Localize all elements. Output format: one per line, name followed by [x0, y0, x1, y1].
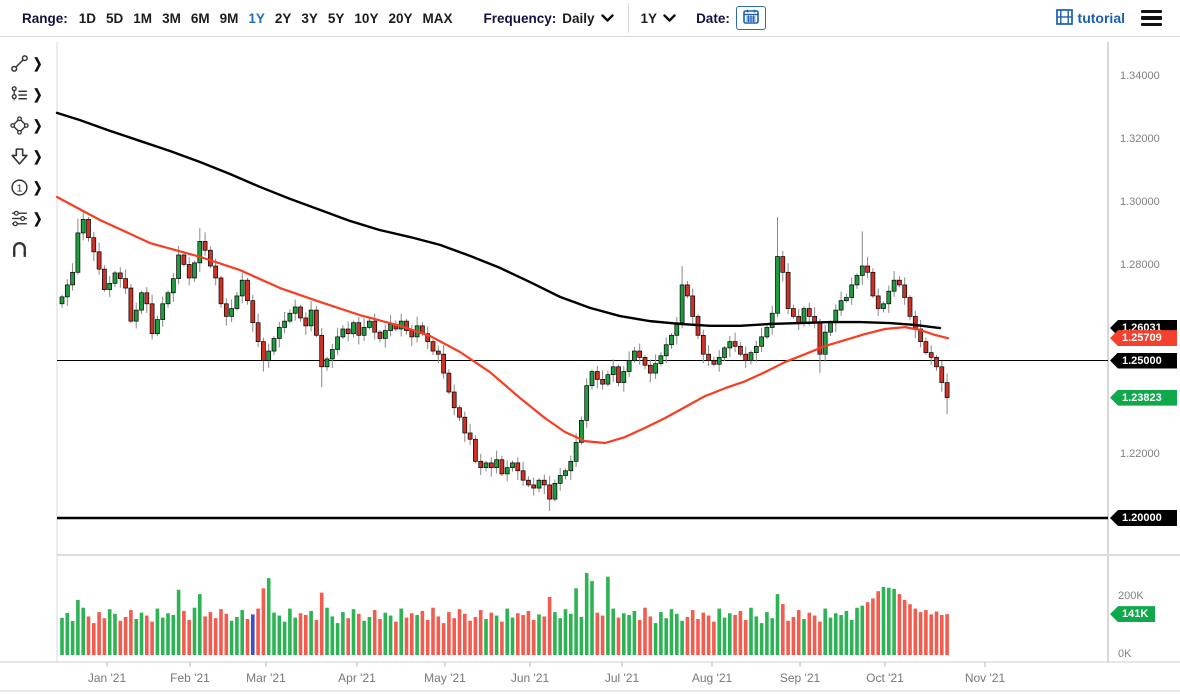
chevron-right-icon[interactable]: ❯: [33, 118, 43, 134]
range-button-3y[interactable]: 3Y: [301, 10, 318, 26]
toolbar-right-group: tutorial: [1055, 8, 1164, 29]
x-axis-month-label: Aug '21: [691, 671, 733, 685]
film-icon: [1055, 8, 1073, 28]
menu-icon[interactable]: [1139, 8, 1164, 29]
range-button-max[interactable]: MAX: [422, 10, 453, 26]
number-annotation-tool-icon: 1: [11, 178, 28, 196]
trend-line-tool-icon: [11, 54, 28, 72]
magnet-tool-icon: [12, 241, 27, 257]
price-axis-tick: 1.28000: [1120, 259, 1160, 271]
indicator-settings-tool-icon: [12, 210, 27, 226]
calendar-icon: [743, 9, 759, 27]
x-axis-month-label: Jul '21: [604, 671, 640, 685]
multi-line-tool[interactable]: ❯: [10, 83, 54, 105]
chevron-right-icon[interactable]: ❯: [33, 211, 43, 227]
number-annotation-tool[interactable]: 1 ❯: [10, 176, 54, 198]
x-axis-month-label: Feb '21: [170, 671, 210, 685]
price-badge-1.23823: 1.23823: [1110, 389, 1177, 406]
x-axis-month-label: Jun '21: [510, 671, 550, 685]
magnet-tool[interactable]: [10, 238, 54, 260]
x-axis-month-label: Sep '21: [779, 671, 821, 685]
svg-text:1: 1: [17, 182, 23, 194]
period-value: 1Y: [640, 10, 658, 26]
range-button-group: 1D 5D 1M 3M 6M 9M 1Y 2Y 3Y 5Y 10Y 20Y MAX: [74, 11, 458, 26]
period-dropdown[interactable]: 1Y: [641, 11, 677, 26]
range-button-1y[interactable]: 1Y: [248, 10, 265, 26]
x-axis-month-label: Apr '21: [338, 671, 376, 685]
price-badge-1.25000: 1.25000: [1110, 352, 1177, 369]
tutorial-link[interactable]: tutorial: [1055, 8, 1125, 28]
price-axis-tick: 1.22000: [1120, 448, 1160, 460]
top-toolbar: Range: 1D 5D 1M 3M 6M 9M 1Y 2Y 3Y 5Y 10Y 20Y MAX Fre…: [0, 0, 1180, 37]
price-axis-tick: 1.34000: [1120, 70, 1160, 82]
range-button-10y[interactable]: 10Y: [354, 10, 379, 26]
range-button-5y[interactable]: 5Y: [327, 10, 345, 26]
trend-line-tool[interactable]: ❯: [10, 52, 54, 74]
frequency-dropdown[interactable]: Daily: [562, 10, 614, 26]
frequency-value: Daily: [562, 10, 595, 26]
shape-tool-icon: [10, 115, 29, 135]
price-axis-tick: 1.32000: [1120, 133, 1160, 145]
date-label: Date:: [696, 10, 730, 26]
chevron-down-icon: [663, 13, 676, 23]
range-button-6m[interactable]: 6M: [190, 10, 210, 26]
arrow-tool[interactable]: ❯: [10, 145, 54, 167]
volume-axis-tick: 0K: [1118, 648, 1132, 660]
chevron-down-icon: [600, 13, 614, 23]
date-picker-button[interactable]: [735, 6, 766, 30]
range-label: Range:: [22, 10, 68, 26]
price-badge-1.20000: 1.20000: [1110, 510, 1177, 526]
range-button-1d[interactable]: 1D: [78, 10, 97, 26]
range-button-3m[interactable]: 3M: [162, 10, 181, 26]
range-button-9m[interactable]: 9M: [219, 10, 239, 26]
x-axis-month-label: Oct '21: [866, 671, 904, 685]
x-axis-month-label: May '21: [424, 671, 466, 685]
volume-badge: 141K: [1110, 606, 1155, 623]
range-button-5d[interactable]: 5D: [106, 10, 124, 26]
arrow-tool-icon: [11, 147, 28, 165]
range-button-2y[interactable]: 2Y: [274, 10, 292, 26]
chevron-right-icon[interactable]: ❯: [33, 149, 43, 165]
multi-line-tool-icon: [11, 85, 27, 100]
frequency-label: Frequency:: [483, 10, 557, 26]
x-axis-month-label: Mar '21: [246, 671, 286, 685]
chevron-right-icon[interactable]: ❯: [33, 87, 43, 103]
range-button-20y[interactable]: 20Y: [388, 10, 413, 26]
indicator-settings-tool[interactable]: ❯: [10, 207, 54, 229]
x-axis-month-label: Nov '21: [964, 671, 1006, 685]
chevron-right-icon[interactable]: ❯: [33, 180, 43, 196]
drawing-tools-sidebar: ❯ ❯ ❯ ❯ 1 ❯ ❯: [10, 52, 54, 260]
x-axis-month-label: Jan '21: [87, 671, 127, 685]
tutorial-label: tutorial: [1077, 10, 1125, 26]
volume-axis-tick: 200K: [1118, 590, 1144, 602]
chevron-right-icon[interactable]: ❯: [33, 56, 43, 72]
range-button-1m[interactable]: 1M: [133, 10, 153, 26]
toolbar-divider: [627, 3, 629, 33]
price-badge-1.25709: 1.25709: [1110, 330, 1177, 347]
price-axis-tick: 1.30000: [1120, 196, 1160, 208]
shape-tool[interactable]: ❯: [10, 114, 54, 136]
